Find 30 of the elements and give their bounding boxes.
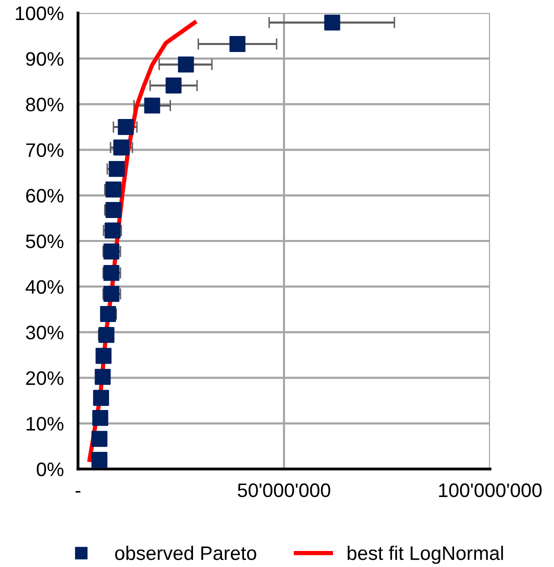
point (178, 56, 194, 73)
y-tick-label: 50% (26, 234, 64, 248)
point (229, 36, 246, 52)
point (92, 410, 108, 426)
point (144, 98, 160, 114)
y-tick-label: 40% (26, 280, 64, 294)
legend-label: observed Pareto (115, 546, 256, 560)
x-tick-label: 50'000'000 (238, 483, 330, 498)
point (93, 390, 110, 406)
point (94, 368, 111, 385)
line-series (87, 20, 197, 462)
point (96, 348, 112, 364)
point (113, 140, 130, 156)
legend-label: best fit LogNormal (348, 546, 503, 564)
point (118, 119, 134, 135)
y-tick-label: 60% (26, 188, 64, 203)
y-tick-label: 10% (26, 416, 64, 431)
y-tick-label: 30% (26, 326, 64, 340)
point (91, 430, 108, 447)
y-tick-label: 80% (26, 98, 64, 112)
y-tick-label: 0% (36, 462, 64, 476)
x-tick-label: 100'000'000 (439, 483, 542, 498)
point (166, 78, 182, 94)
x-tick-label: - (76, 491, 80, 493)
point (324, 14, 340, 31)
y-tick-label: 70% (26, 143, 64, 158)
point (91, 452, 108, 468)
y-tick-label: 90% (26, 52, 64, 66)
y-tick-label: 20% (26, 371, 64, 386)
y-tick-label: 100% (16, 6, 64, 20)
